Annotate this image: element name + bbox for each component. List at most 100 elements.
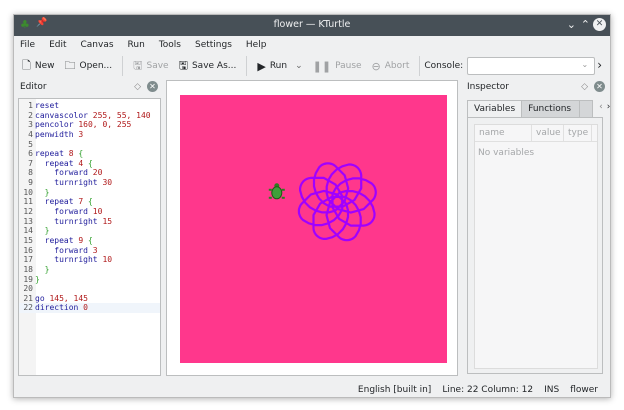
line-number: 10 — [23, 187, 33, 197]
code-token: 9 — [78, 235, 88, 245]
variables-table[interactable]: name value type No variables — [474, 124, 598, 369]
code-token: pencolor — [35, 120, 79, 130]
code-line[interactable]: 5 — [19, 140, 160, 150]
code-token: 3 — [92, 245, 98, 255]
line-number: 13 — [23, 216, 33, 226]
code-token: 8 — [68, 149, 79, 159]
close-panel-icon[interactable]: ✕ — [594, 81, 605, 92]
code-line[interactable]: 22 direction 0 — [19, 303, 160, 314]
menu-bar: File Edit Canvas Run Tools Settings Help — [14, 36, 610, 53]
status-insert-mode: INS — [544, 385, 560, 395]
code-line[interactable]: 14 } — [19, 226, 160, 236]
code-token: direction — [35, 303, 84, 313]
tab-functions[interactable]: Functions — [522, 100, 581, 117]
code-token: 30 — [102, 178, 113, 188]
code-line[interactable]: 20 — [19, 284, 160, 294]
flower-drawing — [297, 162, 377, 242]
line-number: 3 — [28, 120, 33, 130]
console-input[interactable]: ⌄ — [467, 57, 596, 75]
menu-tools[interactable]: Tools — [158, 39, 181, 50]
save-as-icon: 🖫 — [178, 58, 188, 72]
turtle-canvas[interactable] — [167, 81, 459, 377]
menu-canvas[interactable]: Canvas — [80, 39, 114, 50]
code-line[interactable]: 3 pencolor 160, 0, 255 — [19, 120, 160, 130]
code-token: } — [35, 274, 40, 284]
code-token: 20 — [92, 168, 103, 178]
line-number: 1 — [28, 101, 33, 110]
inspector-panel: Inspector ◇ ✕ Variables Functions ‹ › nam… — [463, 78, 611, 378]
code-token: reset — [35, 101, 60, 110]
code-line[interactable]: 13 turnright 15 — [19, 217, 160, 227]
code-line[interactable]: 12 forward 10 — [19, 207, 160, 217]
code-line[interactable]: 1 reset — [19, 101, 160, 111]
code-token: 7 — [78, 197, 88, 207]
code-token: go — [35, 293, 50, 303]
code-line[interactable]: 9 turnright 30 — [19, 178, 160, 188]
column-header-name[interactable]: name — [475, 125, 532, 141]
chevron-down-icon[interactable]: ⌄ — [295, 61, 303, 71]
code-line[interactable]: 18 } — [19, 265, 160, 275]
close-panel-icon[interactable]: ✕ — [147, 81, 158, 92]
abort-icon: ⊖ — [371, 59, 381, 73]
code-line[interactable]: 2 canvascolor 255, 55, 140 — [19, 111, 160, 121]
menu-help[interactable]: Help — [245, 39, 267, 50]
line-number: 11 — [23, 197, 33, 207]
code-token: 145, 145 — [49, 293, 88, 303]
close-window-icon[interactable]: ✕ — [593, 18, 606, 31]
line-number: 15 — [23, 235, 33, 245]
code-token: 255, 55, 140 — [92, 110, 151, 120]
code-token: repeat — [35, 197, 79, 207]
status-bar: English [built in] Line: 22 Column: 12 I… — [358, 385, 598, 395]
code-line[interactable]: 15 repeat 9 { — [19, 236, 160, 246]
code-line[interactable]: 16 forward 3 — [19, 246, 160, 256]
menu-settings[interactable]: Settings — [194, 39, 232, 50]
chevron-right-icon[interactable]: › — [597, 58, 602, 72]
separator — [122, 56, 124, 76]
column-header-type[interactable]: type — [564, 125, 592, 141]
code-line[interactable]: 11 repeat 7 { — [19, 197, 160, 207]
open-button[interactable]: 🗀 Open... — [65, 57, 113, 76]
tab-scroll-right-icon[interactable]: › — [606, 102, 611, 112]
line-number: 2 — [28, 110, 33, 120]
code-line[interactable]: 19} — [19, 275, 160, 285]
abort-button[interactable]: ⊖ Abort — [371, 59, 410, 73]
main-window: ♣ 📌 flower — KTurtle ⌄ ⌃ ✕ File Edit Can… — [13, 14, 611, 398]
code-line[interactable]: 17 turnright 10 — [19, 255, 160, 265]
tab-overflow — [580, 100, 594, 117]
code-line[interactable]: 4 penwidth 3 — [19, 130, 160, 140]
save-as-button[interactable]: 🖫 Save As... — [179, 57, 237, 76]
code-line[interactable]: 21 go 145, 145 — [19, 294, 160, 304]
line-number: 21 — [23, 293, 33, 303]
menu-file[interactable]: File — [20, 39, 36, 50]
code-line[interactable]: 6 repeat 8 { — [19, 149, 160, 159]
code-editor[interactable]: 1 reset 2 canvascolor 255, 55, 140 3 pencolor… — [18, 98, 161, 376]
pin-icon[interactable]: 📌 — [36, 18, 48, 28]
tab-scroll-left-icon[interactable]: ‹ — [599, 102, 603, 112]
code-token: } — [35, 226, 50, 236]
menu-edit[interactable]: Edit — [49, 39, 67, 50]
save-button[interactable]: 🖫 Save — [133, 57, 168, 76]
line-number: 17 — [23, 255, 33, 265]
run-button[interactable]: ▶ Run ⌄ — [257, 59, 303, 73]
code-token: 0 — [83, 303, 88, 313]
column-header-value[interactable]: value — [532, 125, 564, 141]
new-file-icon: 🗋 — [22, 58, 31, 72]
tab-variables[interactable]: Variables — [467, 100, 523, 117]
maximize-icon[interactable]: ⌃ — [580, 18, 590, 31]
new-button[interactable]: 🗋 New — [22, 57, 55, 76]
pause-icon: ❚❚ — [312, 59, 332, 73]
float-icon[interactable]: ◇ — [581, 81, 588, 92]
code-token: } — [35, 264, 50, 274]
code-token: forward — [35, 245, 93, 255]
folder-icon: 🗀 — [64, 58, 76, 72]
code-line[interactable]: 8 forward 20 — [19, 168, 160, 178]
pause-button[interactable]: ❚❚ Pause — [312, 59, 362, 73]
window-title: flower — KTurtle — [273, 19, 351, 30]
minimize-icon[interactable]: ⌄ — [566, 18, 576, 31]
code-token: 10 — [92, 207, 103, 217]
float-icon[interactable]: ◇ — [134, 81, 141, 92]
code-line[interactable]: 10 } — [19, 188, 160, 198]
code-line[interactable]: 7 repeat 4 { — [19, 159, 160, 169]
menu-run[interactable]: Run — [127, 39, 145, 50]
code-token: 15 — [102, 216, 113, 226]
